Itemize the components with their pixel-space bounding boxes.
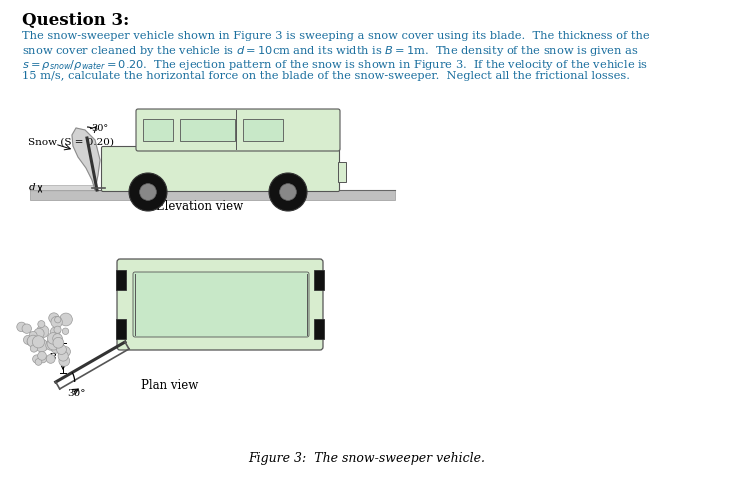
Circle shape [62,328,69,335]
Circle shape [48,313,59,323]
Circle shape [59,313,73,326]
Bar [30,185,95,190]
Circle shape [46,341,56,350]
Circle shape [57,344,66,354]
Bar [338,162,346,182]
Circle shape [139,184,156,200]
Circle shape [38,320,45,328]
Text: Snow (S = 0.20): Snow (S = 0.20) [28,138,114,147]
Text: Elevation view: Elevation view [156,200,244,213]
Text: B: B [48,353,56,363]
Circle shape [35,339,48,352]
Circle shape [47,337,60,350]
Circle shape [59,347,68,357]
Circle shape [54,317,61,323]
Text: d: d [29,183,35,192]
Text: $s = \rho_{snow}/\rho_{water} = 0.20$.  The ejection pattern of the snow is show: $s = \rho_{snow}/\rho_{water} = 0.20$. T… [22,58,648,72]
Circle shape [269,173,307,211]
Circle shape [37,325,49,338]
Circle shape [39,355,47,363]
Circle shape [27,335,39,347]
Bar [30,190,395,200]
Circle shape [22,324,32,333]
Bar [314,270,324,290]
Circle shape [23,336,32,344]
Text: 30°: 30° [68,389,86,398]
Text: Figure 3:  The snow-sweeper vehicle.: Figure 3: The snow-sweeper vehicle. [249,452,485,465]
Circle shape [35,359,42,366]
Bar [180,119,235,141]
Circle shape [51,327,60,337]
Text: 30°: 30° [91,124,108,133]
Circle shape [29,331,37,339]
Bar [243,119,283,141]
Bar [116,319,126,339]
Circle shape [53,334,62,343]
Text: 15 m/s, calculate the horizontal force on the blade of the snow-sweeper.  Neglec: 15 m/s, calculate the horizontal force o… [22,72,630,81]
Bar [116,270,126,290]
Circle shape [51,343,62,353]
Polygon shape [72,128,100,190]
Text: The snow-sweeper vehicle shown in Figure 3 is sweeping a snow cover using its bl: The snow-sweeper vehicle shown in Figure… [22,31,650,41]
Circle shape [17,322,26,332]
Circle shape [32,355,41,363]
Circle shape [51,317,62,328]
FancyBboxPatch shape [133,272,309,337]
Bar [314,319,324,339]
Circle shape [54,326,61,333]
FancyBboxPatch shape [101,147,340,192]
FancyBboxPatch shape [117,259,323,350]
FancyBboxPatch shape [136,109,340,151]
Circle shape [37,351,46,360]
Circle shape [34,328,44,339]
Circle shape [129,173,167,211]
Circle shape [58,351,68,361]
Circle shape [30,345,37,352]
Circle shape [27,337,36,346]
Circle shape [60,346,70,357]
Text: Plan view: Plan view [142,379,199,392]
Text: Question 3:: Question 3: [22,12,129,29]
Circle shape [46,354,55,363]
Text: snow cover cleaned by the vehicle is $d = 10$cm and its width is $B = 1$m.  The : snow cover cleaned by the vehicle is $d … [22,45,639,58]
Bar [143,119,173,141]
Circle shape [53,337,64,348]
Circle shape [32,336,45,348]
Circle shape [280,184,297,200]
Circle shape [48,333,59,344]
Circle shape [59,355,70,367]
